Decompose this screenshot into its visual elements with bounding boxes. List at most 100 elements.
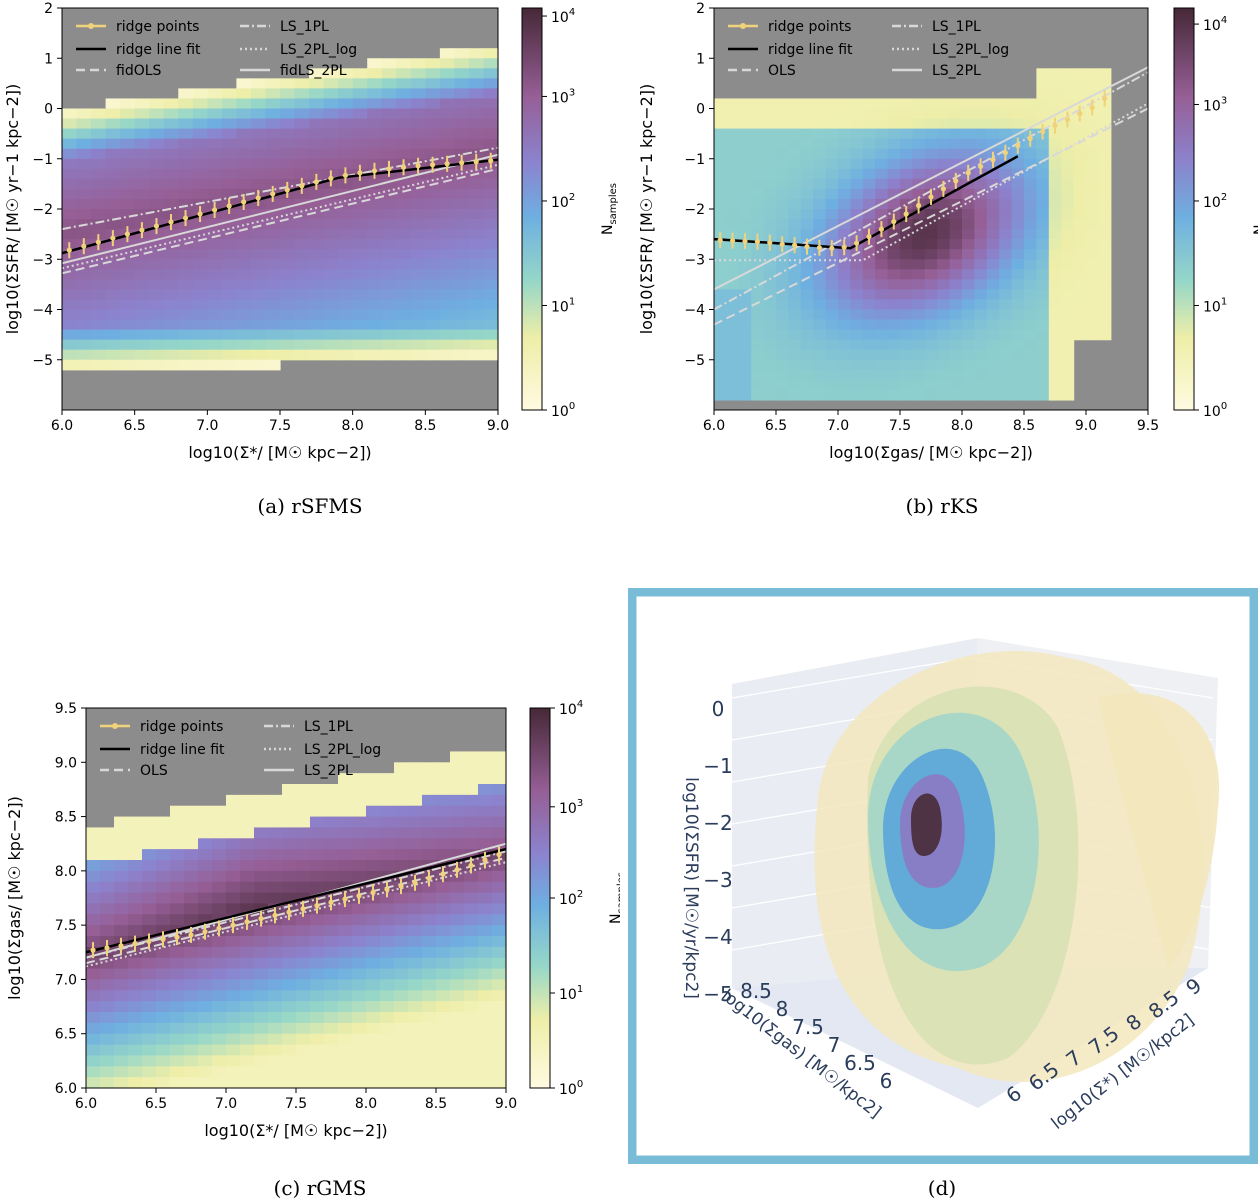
heatmap-cell xyxy=(226,849,241,861)
heatmap-cell xyxy=(170,1012,185,1024)
heatmap-cell xyxy=(268,892,283,905)
heatmap-cell xyxy=(1036,188,1050,200)
heatmap-cell xyxy=(776,329,789,341)
heatmap-cell xyxy=(163,259,179,270)
heatmap-cell xyxy=(198,1055,213,1067)
heatmap-cell xyxy=(468,108,485,120)
heatmap-cell xyxy=(776,229,789,240)
heatmap-cell xyxy=(178,269,194,280)
heatmap-cell xyxy=(439,299,455,311)
heatmap-cell xyxy=(1036,68,1050,79)
heatmap-cell xyxy=(1024,98,1037,110)
heatmap-cell xyxy=(912,209,926,220)
heatmap-cell xyxy=(726,289,740,301)
heatmap-cell xyxy=(352,1055,367,1067)
heatmap-cell xyxy=(62,108,78,120)
heatmap-cell xyxy=(324,1066,339,1078)
heatmap-cell xyxy=(751,118,765,130)
heatmap-cell xyxy=(751,148,765,160)
heatmap-cell xyxy=(163,339,179,351)
heatmap-cell xyxy=(800,349,814,361)
heatmap-cell xyxy=(367,259,383,270)
heatmap-cell xyxy=(100,903,115,915)
heatmap-cell xyxy=(726,148,740,160)
caption-b: (b) rKS xyxy=(905,494,979,518)
heatmap-cell xyxy=(254,1001,269,1013)
heatmap-cell xyxy=(352,118,368,130)
heatmap-cell xyxy=(850,209,864,220)
contour-level-5 xyxy=(911,793,942,856)
heatmap-cell xyxy=(221,329,237,341)
heatmap-cell xyxy=(1073,309,1087,321)
heatmap-cell xyxy=(1011,329,1025,341)
heatmap-cell xyxy=(156,979,171,991)
heatmap-cell xyxy=(366,773,381,785)
heatmap-cell xyxy=(410,138,426,150)
heatmap-cell xyxy=(394,1055,409,1067)
heatmap-cell xyxy=(352,1066,367,1078)
heatmap-cell xyxy=(483,319,498,331)
heatmap-cell xyxy=(265,299,281,311)
heatmap-cell xyxy=(381,249,397,260)
heatmap-cell xyxy=(100,1033,115,1046)
heatmap-cell xyxy=(352,269,368,280)
heatmap-cell xyxy=(949,349,963,361)
heatmap-cell xyxy=(483,229,498,240)
heatmap-cell xyxy=(714,309,727,321)
heatmap-cell xyxy=(91,279,107,290)
heatmap-cell xyxy=(751,269,765,280)
heatmap-cell xyxy=(170,838,185,850)
heatmap-cell xyxy=(338,1001,353,1013)
heatmap-cell xyxy=(76,319,92,331)
heatmap-cell xyxy=(1086,78,1099,89)
heatmap-cell xyxy=(170,968,185,981)
heatmap-cell xyxy=(114,957,129,970)
heatmap-cell xyxy=(380,816,395,829)
heatmap-cell xyxy=(1011,158,1025,170)
heatmap-cell xyxy=(450,979,465,991)
heatmap-cell xyxy=(800,289,814,301)
heatmap-cell xyxy=(912,269,926,280)
heatmap-cell xyxy=(280,279,296,290)
heatmap-cell xyxy=(838,148,851,160)
heatmap-cell xyxy=(900,168,913,180)
heatmap-cell xyxy=(381,269,397,280)
heatmap-cell xyxy=(221,188,237,200)
heatmap-cell xyxy=(280,78,296,89)
heatmap-cell xyxy=(974,299,988,311)
heatmap-cell xyxy=(268,849,283,861)
heatmap-cell xyxy=(128,979,143,991)
heatmap-cell xyxy=(962,279,975,290)
heatmap-cell xyxy=(352,68,368,79)
heatmap-cell xyxy=(1098,178,1112,190)
heatmap-cell xyxy=(751,219,765,230)
heatmap-cell xyxy=(323,249,339,260)
heatmap-cell xyxy=(439,148,455,160)
heatmap-cell xyxy=(887,359,901,371)
heatmap-cell xyxy=(134,319,150,331)
heatmap-cell xyxy=(838,269,851,280)
heatmap-cell xyxy=(134,349,150,361)
heatmap-cell xyxy=(1024,178,1037,190)
heatmap-cell xyxy=(268,860,283,872)
heatmap-cell xyxy=(212,881,227,894)
heatmap-cell xyxy=(352,990,367,1002)
heatmap-cell xyxy=(192,349,208,361)
heatmap-cell xyxy=(763,118,777,130)
heatmap-cell xyxy=(280,349,296,361)
heatmap-cell xyxy=(999,188,1013,200)
heatmap-cell xyxy=(478,1022,493,1035)
heatmap-cell xyxy=(178,279,194,290)
heatmap-cell xyxy=(887,138,901,150)
heatmap-cell xyxy=(105,198,121,210)
ridge-point xyxy=(829,245,835,251)
heatmap-cell xyxy=(1048,198,1062,210)
heatmap-cell xyxy=(352,794,367,807)
heatmap-cell xyxy=(738,158,752,170)
heatmap-cell xyxy=(986,98,1000,110)
heatmap-cell xyxy=(352,188,368,200)
heatmap-cell xyxy=(999,289,1013,301)
y-tick-label: 2 xyxy=(696,1,705,17)
heatmap-cell xyxy=(850,219,864,230)
heatmap-cell xyxy=(86,860,101,872)
